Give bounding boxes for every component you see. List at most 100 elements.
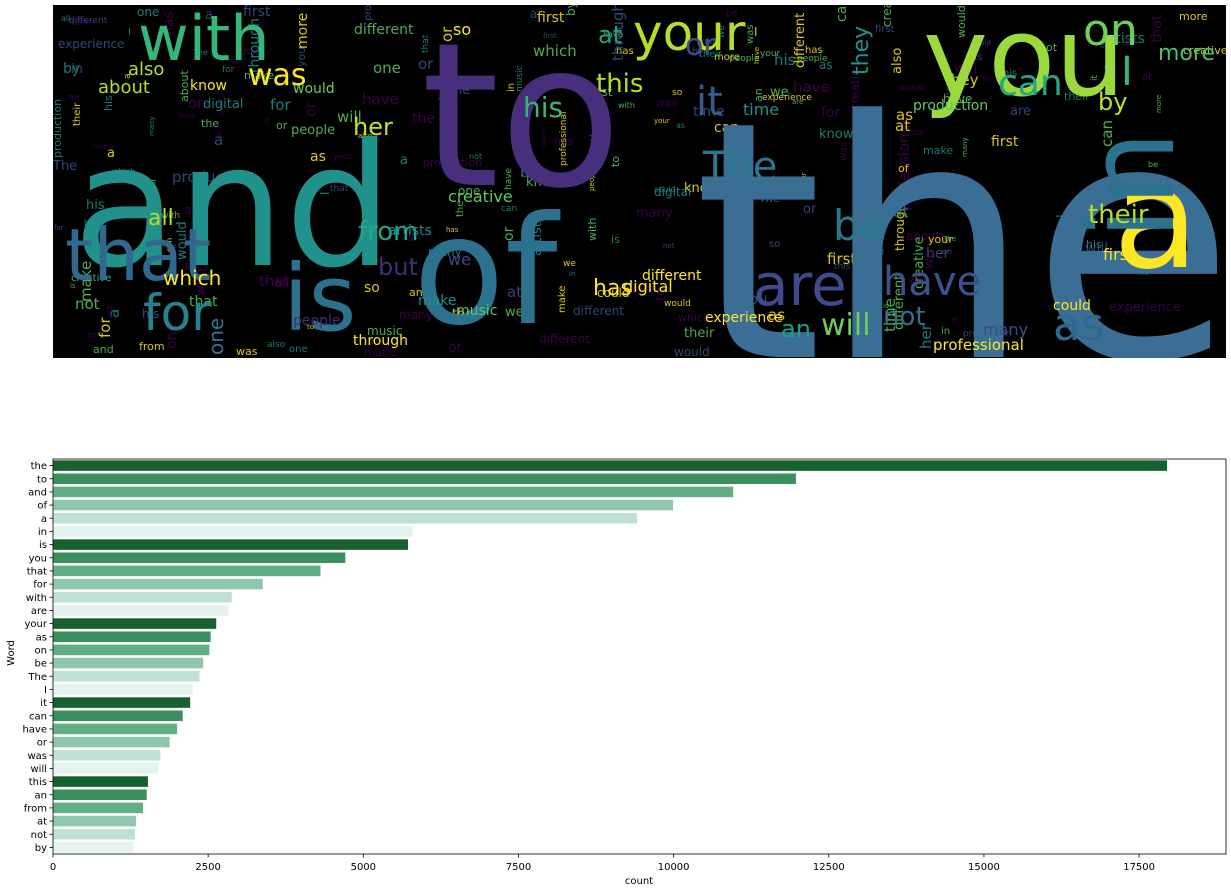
y-axis-title: Word	[6, 640, 17, 666]
cloud-word-an: an	[407, 231, 421, 244]
cloud-word-for: for	[821, 105, 840, 121]
cloud-word-in: in	[71, 62, 83, 77]
cloud-word-has: has	[84, 218, 98, 227]
cloud-word-through: through	[893, 204, 907, 251]
cloud-word-the: The	[445, 83, 470, 98]
cloud-word-creative: creative	[880, 5, 894, 27]
cloud-word-was: was	[236, 345, 258, 358]
y-tick-label: at	[37, 817, 47, 828]
cloud-word-make: make	[244, 69, 274, 82]
cloud-word-we: we	[68, 92, 80, 101]
cloud-word-the: the	[201, 117, 219, 130]
y-tick-label: from	[24, 803, 47, 814]
cloud-word-the: the	[693, 51, 1226, 358]
cloud-word-on: on	[942, 247, 952, 256]
cloud-word-digital: digital	[899, 83, 924, 92]
cloud-word-as: as	[896, 106, 913, 124]
cloud-word-not: not	[1039, 41, 1058, 54]
cloud-word-with: with	[859, 244, 884, 258]
cloud-word-or: or	[448, 340, 463, 356]
cloud-word-professional: professional	[363, 5, 374, 21]
cloud-word-by: by	[520, 163, 539, 181]
cloud-word-but: but	[378, 253, 418, 281]
cloud-word-music: music	[515, 65, 525, 92]
cloud-word-has: has	[554, 135, 574, 148]
cloud-word-more: more	[93, 142, 114, 151]
cloud-word-the: The	[1135, 269, 1149, 277]
cloud-word-the: The	[758, 192, 780, 205]
bar-20	[53, 723, 178, 735]
cloud-word-her: her	[353, 113, 393, 141]
bar-27	[53, 815, 137, 827]
x-tick-label: 15000	[968, 862, 1000, 873]
cloud-word-we: we	[448, 250, 471, 269]
y-tick-label: have	[22, 724, 47, 735]
cloud-word-they: they	[452, 307, 481, 322]
cloud-word-is: is	[950, 316, 960, 324]
cloud-word-also: also	[358, 132, 372, 140]
cloud-word-of: of	[898, 162, 910, 175]
cloud-word-his: his	[774, 51, 796, 69]
bar-13	[53, 631, 211, 643]
cloud-word-a: a	[105, 309, 123, 318]
cloud-word-one: one	[164, 323, 180, 349]
cloud-word-about: about	[178, 70, 191, 102]
cloud-word-this: this	[999, 68, 1017, 79]
cloud-word-we: we	[505, 305, 524, 320]
cloud-word-have: have	[504, 167, 514, 190]
cloud-word-professional: professional	[1055, 214, 1070, 293]
cloud-word-first: first	[875, 24, 895, 35]
bar-24	[53, 776, 148, 787]
cloud-word-his: his	[1086, 238, 1102, 251]
cloud-word-can: can	[998, 63, 1063, 104]
cloud-word-in: in	[1063, 131, 1202, 240]
bar-18	[53, 697, 191, 708]
bars	[53, 460, 1168, 853]
cloud-word-all: all	[61, 14, 70, 23]
cloud-word-with: with	[138, 5, 270, 75]
cloud-word-but: but	[257, 21, 266, 34]
cloud-word-a: a	[123, 73, 133, 79]
cloud-word-or: or	[438, 26, 456, 42]
cloud-word-through: through	[609, 5, 627, 61]
cloud-word-we: we	[563, 259, 576, 269]
cloud-word-or: or	[276, 119, 288, 132]
cloud-word-by: by	[692, 47, 704, 57]
cloud-word-is: is	[283, 245, 357, 352]
cloud-word-that: that	[189, 294, 218, 310]
cloud-word-at: at	[598, 21, 622, 49]
cloud-word-which: which	[112, 167, 135, 176]
cloud-word-would: would	[664, 299, 691, 309]
cloud-word-this: this	[596, 69, 643, 99]
cloud-word-so: so	[1101, 63, 1116, 78]
bar-5	[53, 526, 413, 537]
cloud-word-make: make	[557, 286, 568, 313]
cloud-word-your: your	[928, 233, 953, 246]
cloud-word-know: know	[190, 78, 227, 94]
cloud-word-time: time	[743, 100, 779, 119]
cloud-word-experience: experience	[762, 93, 812, 103]
cloud-word-that: that	[259, 272, 290, 290]
cloud-word-would: would	[293, 81, 335, 97]
cloud-word-by: by	[983, 75, 992, 83]
cloud-word-to: to	[87, 331, 97, 341]
cloud-word-has: has	[593, 276, 632, 301]
bar-16	[53, 670, 200, 682]
cloud-word-they: they	[945, 71, 979, 89]
bar-21	[53, 736, 170, 748]
cloud-word-which: which	[533, 42, 577, 60]
cloud-word-people: people	[291, 123, 335, 138]
cloud-word-to: to	[609, 156, 622, 167]
y-tick-label: with	[26, 593, 47, 604]
cloud-word-will: will	[908, 274, 926, 287]
cloud-word-on: on	[188, 94, 207, 112]
bar-4	[53, 512, 638, 524]
cloud-word-be: be	[833, 201, 886, 250]
cloud-word-could: could	[1053, 298, 1091, 314]
cloud-word-which: which	[678, 311, 710, 324]
cloud-word-as: as	[876, 225, 887, 236]
cloud-word-the: The	[192, 48, 208, 57]
plot-frame	[52, 458, 1227, 855]
cloud-word-a: a	[530, 7, 537, 21]
bar-19	[53, 710, 183, 722]
